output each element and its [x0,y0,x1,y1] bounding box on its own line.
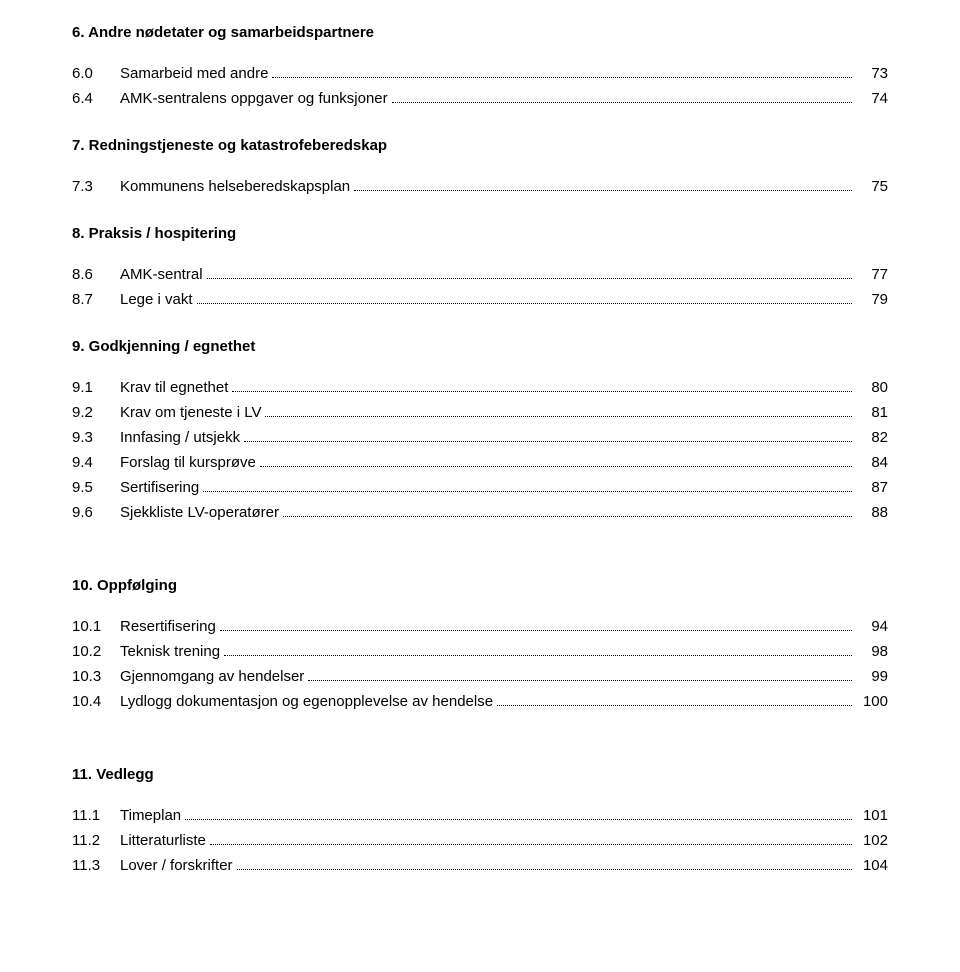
toc-leader-dots [260,453,852,468]
toc-label: Krav til egnethet [120,377,228,398]
toc-leader-dots [497,692,852,707]
toc-page-number: 79 [856,289,888,310]
toc-row: 8.6 AMK-sentral 77 [72,264,888,285]
toc-label: Timeplan [120,805,181,826]
toc-number: 11.3 [72,855,120,876]
toc-number: 8.7 [72,289,120,310]
toc-row: 9.2 Krav om tjeneste i LV 81 [72,402,888,423]
toc-leader-dots [232,378,852,393]
toc-page-number: 104 [856,855,888,876]
toc-number: 11.2 [72,830,120,851]
toc-row: 6.4 AMK-sentralens oppgaver og funksjone… [72,88,888,109]
toc-leader-dots [203,478,852,493]
toc-leader-dots [265,403,852,418]
toc-number: 10.3 [72,666,120,687]
toc-leader-dots [197,290,852,305]
toc-page-number: 87 [856,477,888,498]
toc-leader-dots [224,642,852,657]
section-heading: 7. Redningstjeneste og katastrofeberedsk… [72,137,888,154]
toc-page-number: 80 [856,377,888,398]
page-container: 6. Andre nødetater og samarbeidspartnere… [0,0,960,900]
toc-page-number: 74 [856,88,888,109]
toc-leader-dots [244,428,852,443]
toc-row: 9.6 Sjekkliste LV-operatører 88 [72,502,888,523]
toc-page-number: 102 [856,830,888,851]
toc-row: 10.1 Resertifisering 94 [72,616,888,637]
toc-leader-dots [308,667,852,682]
toc-row: 10.4 Lydlogg dokumentasjon og egenopplev… [72,691,888,712]
section-heading: 10. Oppfølging [72,577,888,594]
toc-page-number: 82 [856,427,888,448]
toc-label: Forslag til kursprøve [120,452,256,473]
toc-number: 11.1 [72,805,120,826]
toc-page-number: 99 [856,666,888,687]
toc-label: Sertifisering [120,477,199,498]
toc-row: 9.3 Innfasing / utsjekk 82 [72,427,888,448]
toc-label: AMK-sentralens oppgaver og funksjoner [120,88,388,109]
toc-leader-dots [237,856,852,871]
toc-number: 9.4 [72,452,120,473]
toc-number: 6.0 [72,63,120,84]
toc-row: 11.2 Litteraturliste 102 [72,830,888,851]
toc-number: 8.6 [72,264,120,285]
toc-page-number: 84 [856,452,888,473]
toc-row: 10.2 Teknisk trening 98 [72,641,888,662]
section-heading: 11. Vedlegg [72,766,888,783]
toc-label: Teknisk trening [120,641,220,662]
toc-page-number: 98 [856,641,888,662]
toc-number: 6.4 [72,88,120,109]
toc-page-number: 73 [856,63,888,84]
toc-page-number: 100 [856,691,888,712]
toc-label: Resertifisering [120,616,216,637]
toc-label: Samarbeid med andre [120,63,268,84]
toc-number: 10.4 [72,691,120,712]
toc-row: 8.7 Lege i vakt 79 [72,289,888,310]
toc-page-number: 77 [856,264,888,285]
toc-number: 10.1 [72,616,120,637]
toc-page-number: 81 [856,402,888,423]
toc-page-number: 75 [856,176,888,197]
toc-label: AMK-sentral [120,264,203,285]
toc-number: 7.3 [72,176,120,197]
spacer [72,527,888,549]
toc-label: Gjennomgang av hendelser [120,666,304,687]
toc-leader-dots [392,89,852,104]
section-heading: 8. Praksis / hospitering [72,225,888,242]
section-heading: 9. Godkjenning / egnethet [72,338,888,355]
toc-label: Litteraturliste [120,830,206,851]
toc-leader-dots [210,831,852,846]
toc-number: 9.1 [72,377,120,398]
toc-row: 7.3 Kommunens helseberedskapsplan 75 [72,176,888,197]
toc-label: Sjekkliste LV-operatører [120,502,279,523]
toc-label: Innfasing / utsjekk [120,427,240,448]
toc-number: 9.2 [72,402,120,423]
spacer [72,716,888,738]
toc-number: 9.3 [72,427,120,448]
toc-leader-dots [220,617,852,632]
toc-label: Lydlogg dokumentasjon og egenopplevelse … [120,691,493,712]
toc-label: Lege i vakt [120,289,193,310]
toc-leader-dots [354,177,852,192]
toc-number: 10.2 [72,641,120,662]
toc-leader-dots [272,64,852,79]
toc-row: 6.0 Samarbeid med andre 73 [72,63,888,84]
toc-row: 9.5 Sertifisering 87 [72,477,888,498]
toc-row: 10.3 Gjennomgang av hendelser 99 [72,666,888,687]
toc-number: 9.6 [72,502,120,523]
section-heading: 6. Andre nødetater og samarbeidspartnere [72,24,888,41]
toc-label: Krav om tjeneste i LV [120,402,261,423]
toc-page-number: 94 [856,616,888,637]
toc-row: 11.1 Timeplan 101 [72,805,888,826]
toc-page-number: 101 [856,805,888,826]
toc-label: Kommunens helseberedskapsplan [120,176,350,197]
toc-leader-dots [207,265,852,280]
toc-row: 9.1 Krav til egnethet 80 [72,377,888,398]
toc-number: 9.5 [72,477,120,498]
toc-row: 9.4 Forslag til kursprøve 84 [72,452,888,473]
toc-label: Lover / forskrifter [120,855,233,876]
toc-row: 11.3 Lover / forskrifter 104 [72,855,888,876]
toc-page-number: 88 [856,502,888,523]
toc-leader-dots [283,503,852,518]
toc-leader-dots [185,806,852,821]
